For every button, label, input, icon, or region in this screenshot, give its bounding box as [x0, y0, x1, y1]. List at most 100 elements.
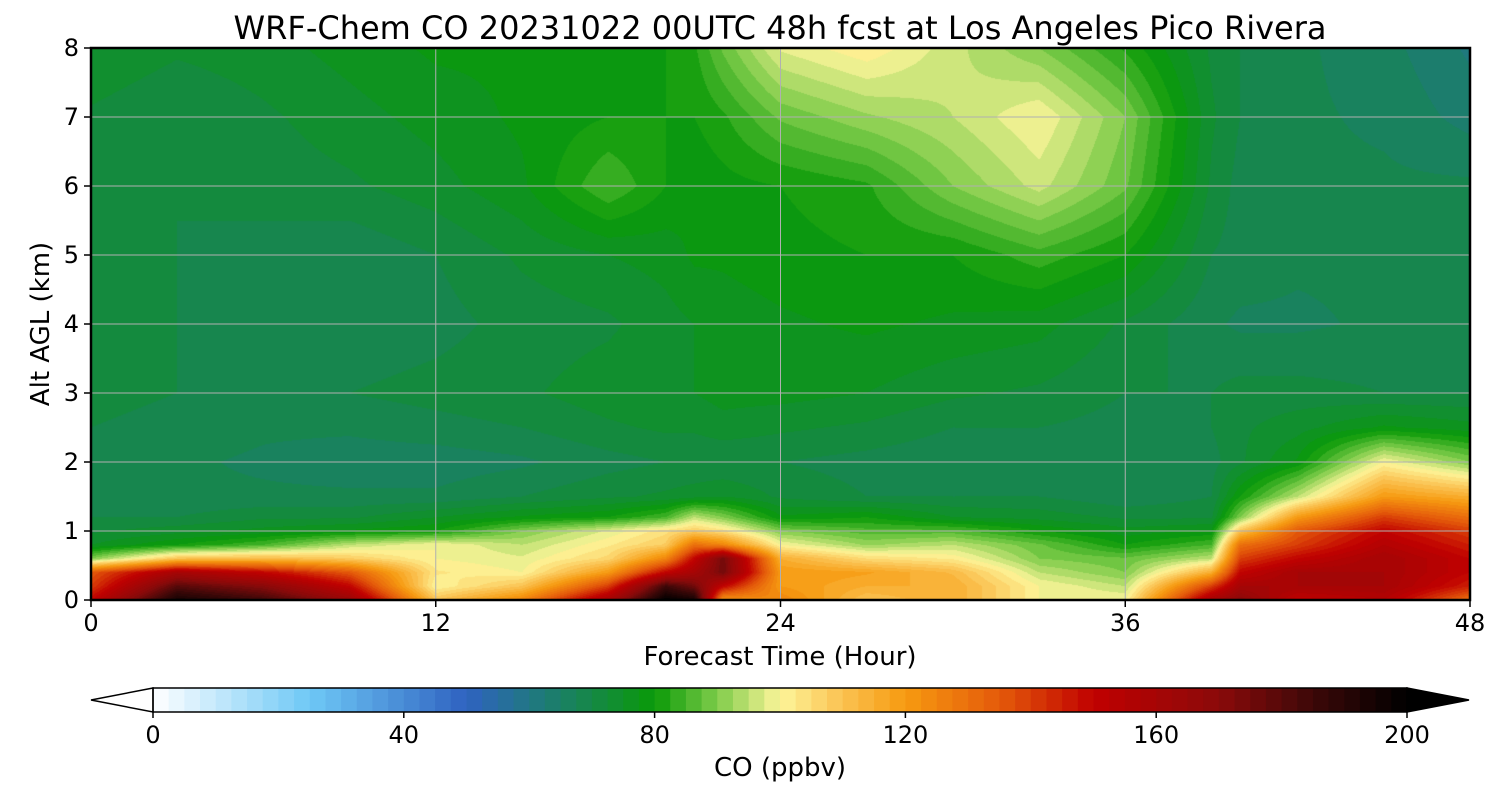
y-tick-label: 0 — [64, 586, 79, 614]
colorbar-segment — [356, 688, 374, 712]
colorbar-segment — [968, 688, 985, 712]
colorbar-segment — [309, 688, 327, 712]
colorbar-segment — [795, 688, 812, 712]
colorbar-segment — [952, 688, 969, 712]
colorbar-segment — [341, 688, 358, 712]
colorbar-segment — [497, 688, 515, 712]
colorbar-segment — [1250, 688, 1267, 712]
y-tick-label: 5 — [64, 241, 79, 269]
y-tick-label: 2 — [64, 448, 79, 476]
x-tick-label: 36 — [1110, 609, 1141, 637]
colorbar-tick-label: 120 — [882, 721, 928, 749]
colorbar-segment — [372, 688, 389, 712]
colorbar-frame — [152, 687, 1408, 713]
colorbar-segment — [466, 688, 483, 712]
x-tick-label: 0 — [83, 609, 98, 637]
colorbar-segment — [1391, 688, 1408, 712]
colorbar-segment — [153, 688, 170, 712]
colorbar-segment — [262, 688, 279, 712]
colorbar-segment — [983, 688, 1001, 712]
colorbar-segment — [513, 688, 530, 712]
colorbar-segment — [748, 688, 765, 712]
colorbar-segment — [1140, 688, 1157, 712]
colorbar-segment — [1375, 688, 1392, 712]
colorbar-segment — [591, 688, 609, 712]
x-axis-label: Forecast Time (Hour) — [643, 642, 916, 672]
colorbar-segment — [607, 688, 624, 712]
colorbar-segment — [544, 688, 562, 712]
colorbar — [90, 687, 1470, 713]
colorbar-tick-label: 0 — [145, 721, 160, 749]
colorbar-segment — [670, 688, 687, 712]
y-tick-label: 8 — [64, 34, 79, 62]
colorbar-segment — [874, 688, 891, 712]
colorbar-segment — [889, 688, 906, 712]
colorbar-segment — [1218, 688, 1236, 712]
colorbar-segment — [1030, 688, 1048, 712]
colorbar-segment — [921, 688, 938, 712]
y-tick-label: 6 — [64, 172, 79, 200]
y-tick-label: 1 — [64, 517, 79, 545]
colorbar-tick-label: 160 — [1133, 721, 1179, 749]
colorbar-tick-label: 80 — [639, 721, 670, 749]
colorbar-segment — [1297, 688, 1314, 712]
colorbar-segment — [1093, 688, 1110, 712]
colorbar-tick-label: 200 — [1384, 721, 1430, 749]
colorbar-segment — [701, 688, 718, 712]
colorbar-segment — [732, 688, 750, 712]
colorbar-label: CO (ppbv) — [714, 753, 846, 783]
colorbar-segment — [215, 688, 232, 712]
colorbar-segment — [1156, 688, 1173, 712]
colorbar-segment — [764, 688, 781, 712]
x-axis: 0 12 24 36 48 — [83, 600, 1485, 637]
x-tick-label: 48 — [1455, 609, 1486, 637]
colorbar-segment — [1344, 688, 1361, 712]
colorbar-segment — [1234, 688, 1251, 712]
colorbar-segment — [1328, 688, 1345, 712]
colorbar-segment — [827, 688, 844, 712]
colorbar-segment — [184, 688, 201, 712]
y-tick-label: 3 — [64, 379, 79, 407]
colorbar-segment — [685, 688, 703, 712]
colorbar-segment — [560, 688, 577, 712]
colorbar-segment — [231, 688, 248, 712]
colorbar-segment — [419, 688, 436, 712]
colorbar-extend-max — [1406, 687, 1470, 713]
y-axis: 0 1 2 3 4 5 6 7 8 — [64, 34, 91, 614]
colorbar-segment — [780, 688, 797, 712]
colorbar-segment — [1312, 688, 1330, 712]
x-tick-label: 24 — [765, 609, 796, 637]
colorbar-segment — [482, 688, 499, 712]
colorbar-extend-min — [90, 687, 154, 713]
colorbar-segment — [200, 688, 217, 712]
colorbar-segment — [1124, 688, 1142, 712]
colorbar-segment — [294, 688, 311, 712]
colorbar-segment — [905, 688, 922, 712]
chart-title: WRF-Chem CO 20231022 00UTC 48h fcst at L… — [234, 9, 1327, 47]
colorbar-segment — [529, 688, 546, 712]
colorbar-segment — [1109, 688, 1126, 712]
colorbar-segment — [168, 688, 185, 712]
y-axis-label: Alt AGL (km) — [26, 242, 56, 406]
colorbar-segment — [638, 688, 656, 712]
colorbar-segment — [1077, 688, 1095, 712]
colorbar-segment — [1203, 688, 1220, 712]
colorbar-segment — [811, 688, 828, 712]
colorbar-segment — [403, 688, 421, 712]
colorbar-segment — [1187, 688, 1204, 712]
colorbar-segment — [435, 688, 452, 712]
colorbar-segment — [842, 688, 859, 712]
colorbar-tick-label: 40 — [389, 721, 420, 749]
colorbar-segment — [1046, 688, 1063, 712]
colorbar-segment — [388, 688, 405, 712]
colorbar-segment — [1359, 688, 1377, 712]
colorbar-segment — [1265, 688, 1283, 712]
colorbar-segment — [717, 688, 734, 712]
colorbar-segment — [999, 688, 1016, 712]
y-tick-label: 7 — [64, 103, 79, 131]
colorbar-segment — [1281, 688, 1298, 712]
colorbar-segment — [325, 688, 342, 712]
colorbar-segment — [576, 688, 593, 712]
y-tick-label: 4 — [64, 310, 79, 338]
colorbar-segment — [278, 688, 295, 712]
